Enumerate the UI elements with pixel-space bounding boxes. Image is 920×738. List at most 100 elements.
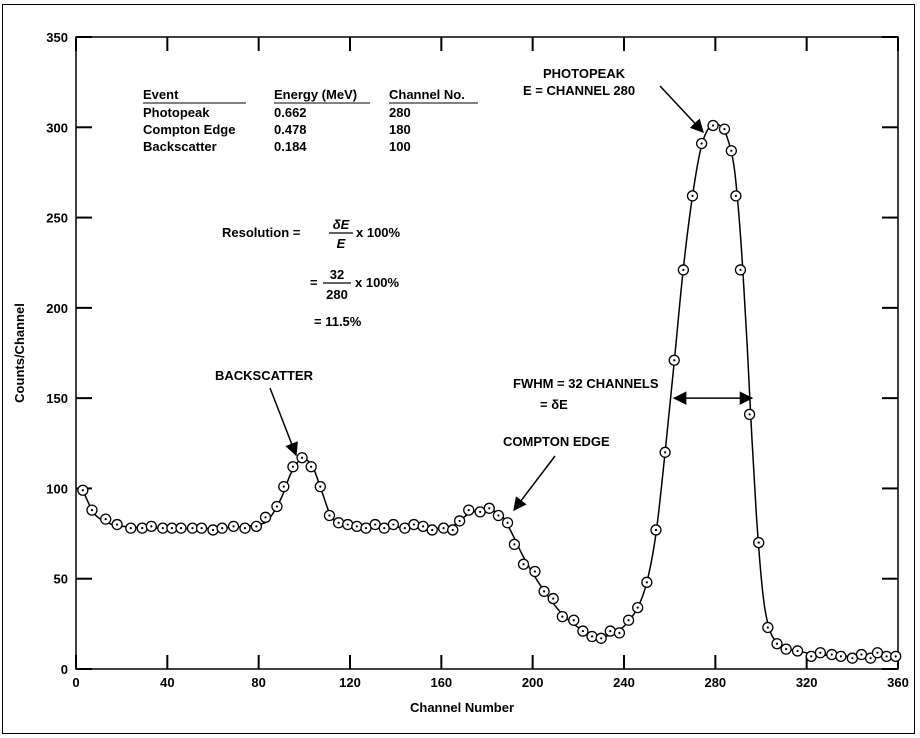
resolution-formula: Resolution = δE E x 100% = 32 280 x 100%… [222,217,401,329]
data-point [342,518,354,531]
data-point [175,522,187,534]
y-tick-label: 250 [46,211,68,226]
data-point [547,592,559,605]
data-point [780,643,792,655]
data-point [814,647,827,659]
data-point [771,638,783,650]
formula-equals: = [310,275,318,290]
data-point [86,504,98,516]
backscatter-arrow [269,387,298,457]
data-point [408,518,420,531]
fwhm-sublabel: = δE [540,397,568,412]
data-point [271,500,283,513]
data-points [77,119,902,664]
formula-suffix: x 100% [356,225,401,240]
y-tick-labels: 0 50 100 150 200 250 300 350 [46,30,68,677]
plot-area-border [75,36,899,670]
data-point [695,137,708,150]
event-table: Event Energy (MeV) Channel No. Photopeak… [143,87,478,154]
x-tick-label: 40 [160,675,174,690]
x-tick-label: 0 [72,675,79,690]
x-tick-label: 120 [339,675,361,690]
compton-edge-label: COMPTON EDGE [503,434,610,449]
data-point [577,625,589,637]
table-cell: 0.662 [274,105,307,120]
table-cell: Compton Edge [143,122,235,137]
x-tick-label: 280 [704,675,726,690]
x-tick-label: 160 [430,675,452,690]
x-axis-title: Channel Number [410,700,514,715]
data-point [743,408,756,421]
data-point [332,517,345,529]
x-tick-label: 360 [887,675,909,690]
data-point [351,520,363,532]
y-tick-label: 350 [46,30,68,45]
data-point [278,480,290,493]
y-tick-label: 50 [54,572,68,587]
data-point [195,522,208,534]
data-point [426,524,438,536]
data-point [586,630,598,643]
data-point [734,264,747,276]
y-tick-label: 100 [46,481,68,496]
data-point [604,625,616,637]
x-tick-label: 240 [613,675,635,690]
data-point [686,190,699,202]
data-point [725,145,737,157]
y-tick-label: 150 [46,391,68,406]
data-point [387,518,400,531]
photopeak-arrow [659,85,704,133]
data-point [216,522,228,534]
formula-result: = 11.5% [314,314,362,329]
data-point [463,504,475,516]
table-cell: 280 [389,105,411,120]
data-point [437,522,450,534]
table-cell: 100 [389,139,411,154]
formula-frac1-denominator: E [337,236,346,251]
data-point [250,520,263,532]
y-tick-label: 200 [46,301,68,316]
data-point [855,648,868,661]
data-point [556,610,568,623]
data-point [259,511,272,523]
table-cell: 0.478 [274,122,307,137]
data-point [125,522,137,534]
data-point [835,650,847,663]
compton-edge-arrow [513,455,556,512]
data-point [239,522,251,534]
formula-lhs: Resolution = [222,225,301,240]
data-point [100,513,112,525]
data-point [826,648,838,661]
photopeak-label: PHOTOPEAK [543,66,626,81]
data-point [791,645,804,657]
data-point [145,520,158,532]
y-tick-label: 0 [61,662,68,677]
x-tick-label: 80 [251,675,265,690]
data-point [323,509,336,522]
data-point [447,524,459,536]
formula-frac2-suffix: x 100% [355,275,400,290]
data-point [613,627,626,639]
data-point [508,538,521,551]
formula-frac1-numerator: δE [333,217,350,232]
y-axis-title: Counts/Channel [12,303,27,403]
data-point [753,536,765,549]
x-tick-label: 320 [796,675,818,690]
y-tick-label: 300 [46,120,68,135]
data-point [483,502,495,514]
formula-frac2-denominator: 280 [326,287,348,302]
table-header-event: Event [143,87,179,102]
table-cell: Backscatter [143,139,217,154]
x-tick-labels: 0 40 80 120 160 200 240 280 320 360 [72,675,908,690]
fit-curve [82,122,899,658]
data-point [641,576,653,588]
photopeak-sublabel: E = CHANNEL 280 [523,83,635,98]
data-point [287,461,299,473]
data-point [718,123,731,135]
data-point [622,614,635,626]
data-point [517,558,530,570]
data-point [305,461,317,473]
data-point [136,522,148,534]
data-point [762,621,774,634]
